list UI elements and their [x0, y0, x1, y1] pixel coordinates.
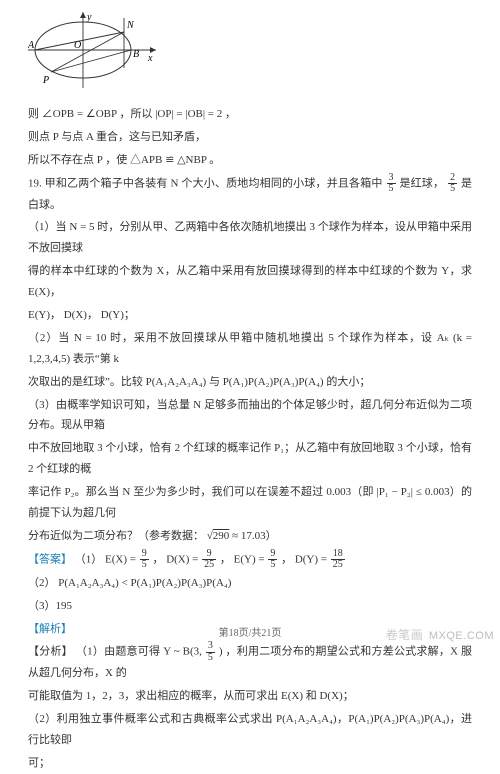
- frac-2-5: 25: [448, 173, 457, 195]
- p3b: 中不放回地取 3 个小球，恰有 2 个红球的概率记作 P₁；从乙箱中有放回地取 …: [28, 438, 472, 480]
- watermark-en: MXQE.COM: [429, 630, 494, 642]
- p2b: 次取出的是红球”。比较 P(A₁A₂A₃A₄) 与 P(A₁)P(A₂)P(A₃…: [28, 372, 472, 393]
- frac-ex: 95: [140, 549, 149, 571]
- frac-dy: 1825: [331, 549, 345, 571]
- sqrt-290: √290: [207, 530, 230, 542]
- svg-text:x: x: [147, 53, 153, 64]
- ans1a: （1） E(X) =: [75, 553, 139, 565]
- fx1a: （1）由题意可得 Y ~ B(3,: [76, 646, 205, 658]
- fx2b: 可；: [28, 753, 472, 774]
- p3d-b: ≈ 17.03）: [232, 530, 277, 542]
- answer-row-3: （3）195: [28, 596, 472, 617]
- answer-label: 【答案】: [28, 553, 72, 565]
- p3a: （3）由概率学知识可知，当总量 N 足够多而抽出的个体足够少时，超几何分布近似为…: [28, 395, 472, 437]
- frac-ey: 95: [268, 549, 277, 571]
- line-2: 则点 P 与点 A 重合，这与已知矛盾，: [28, 127, 472, 148]
- line-3: 所以不存在点 P ，使 △APB ≌ △NBP 。: [28, 150, 472, 171]
- p1a: （1）当 N = 5 时，分别从甲、乙两箱中各依次随机地摸出 3 个球作为样本，…: [28, 217, 472, 259]
- watermark-cn: 卷笔画: [386, 624, 424, 647]
- ans1b: ， D(X) =: [152, 553, 201, 565]
- p1c: E(Y)， D(X)， D(Y)；: [28, 305, 472, 326]
- answer-row-2: （2） P(A₁A₂A₃A₄) < P(A₁)P(A₂)P(A₃)P(A₄): [28, 573, 472, 594]
- fx-label: 【分析】: [28, 646, 73, 658]
- svg-text:P: P: [42, 75, 49, 86]
- q19: 19. 甲和乙两个箱子中各装有 N 个大小、质地均相同的小球，并且各箱中 35 …: [28, 173, 472, 216]
- p1b: 得的样本中红球的个数为 X，从乙箱中采用有放回摸球得到的样本中红球的个数为 Y，…: [28, 261, 472, 303]
- q19-b: 是红球，: [399, 177, 444, 189]
- frac-fx-3-5: 35: [206, 641, 215, 663]
- answer-row-1: 【答案】 （1） E(X) = 95 ， D(X) = 925 ， E(Y) =…: [28, 549, 472, 571]
- fx2a: （2）利用独立事件概率公式和古典概率公式求出 P(A₁A₂A₃A₄)，P(A₁)…: [28, 709, 472, 751]
- q19-a: 19. 甲和乙两个箱子中各装有 N 个大小、质地均相同的小球，并且各箱中: [28, 177, 386, 189]
- ellipse-diagram: A O B N P x y: [28, 10, 472, 98]
- diagram-svg: A O B N P x y: [28, 10, 158, 90]
- frac-dx: 925: [202, 549, 216, 571]
- fx1: 【分析】 （1）由题意可得 Y ~ B(3, 35 ) ，利用二项分布的期望公式…: [28, 641, 472, 684]
- watermark: 卷笔画 MXQE.COM: [386, 624, 494, 647]
- frac-3-5: 35: [387, 173, 396, 195]
- p3c: 率记作 P₂。那么当 N 至少为多少时，我们可以在误差不超过 0.003（即 |…: [28, 482, 472, 524]
- ans1d: ， D(Y) =: [281, 553, 330, 565]
- svg-text:B: B: [133, 49, 139, 60]
- ans1c: ， E(Y) =: [220, 553, 267, 565]
- svg-text:y: y: [86, 12, 92, 23]
- svg-text:O: O: [74, 40, 81, 51]
- line-1: 则 ∠OPB = ∠OBP ，所以 |OP| = |OB| = 2 ，: [28, 104, 472, 125]
- p3d: 分布近似为二项分布？（参考数据： √290 ≈ 17.03）: [28, 526, 472, 547]
- p3d-a: 分布近似为二项分布？（参考数据：: [28, 530, 204, 542]
- svg-text:A: A: [28, 40, 35, 51]
- svg-text:N: N: [126, 20, 135, 31]
- fx1c: 可能取值为 1，2，3，求出相应的概率，从而可求出 E(X) 和 D(X)；: [28, 686, 472, 707]
- p2a: （2）当 N = 10 时，采用不放回摸球从甲箱中随机地摸出 5 个球作为样本，…: [28, 328, 472, 370]
